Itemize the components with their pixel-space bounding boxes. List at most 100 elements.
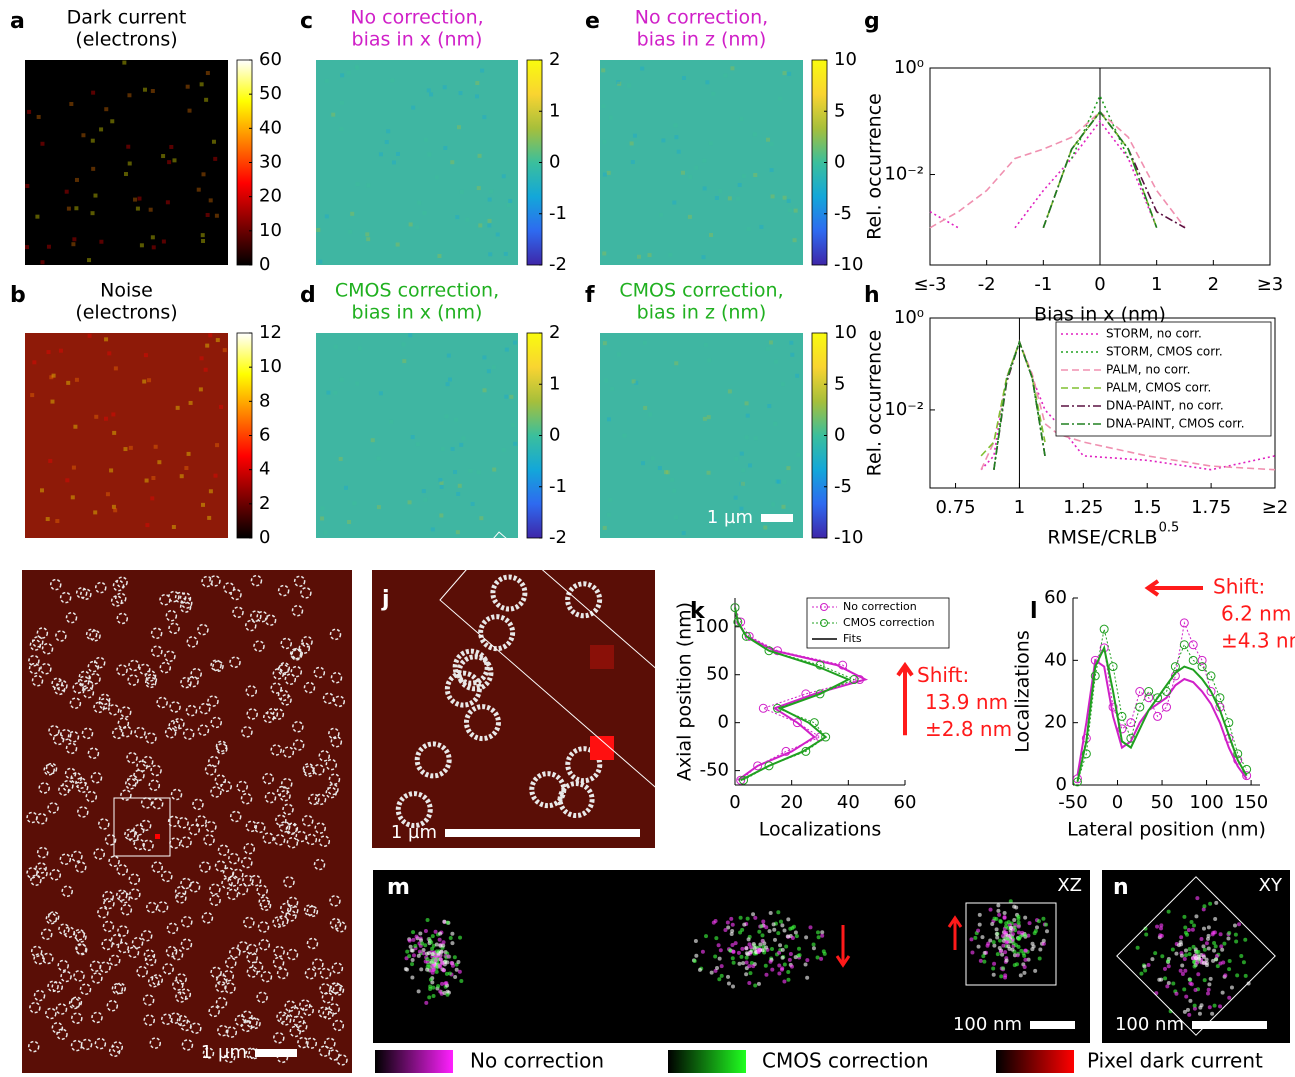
heatmap-pixel — [648, 253, 652, 257]
localization — [1194, 988, 1198, 992]
localization — [442, 920, 446, 924]
heatmap-pixel — [157, 460, 161, 464]
heatmap-pixel — [427, 88, 431, 92]
heatmap-pixel — [386, 129, 390, 133]
heatmap-pixel — [379, 152, 383, 156]
localization — [1035, 925, 1039, 929]
heatmap-pixel — [411, 106, 415, 110]
colorbar-tick-label: 60 — [259, 49, 282, 70]
localization — [786, 970, 790, 974]
localization — [1223, 973, 1227, 977]
localization — [1174, 952, 1178, 956]
colorbar-tick-label: 1 — [549, 373, 560, 394]
heatmap-pixel — [674, 361, 678, 365]
localization — [1184, 931, 1188, 935]
heatmap-pixel — [55, 519, 59, 523]
localization — [1188, 999, 1192, 1003]
localization — [1213, 917, 1217, 921]
data-point — [1180, 641, 1188, 649]
heatmap-pixel — [707, 415, 711, 419]
x-axis-label: RMSE/CRLB — [1047, 527, 1157, 549]
heatmap-pixel — [796, 453, 800, 457]
heatmap-pixel — [91, 91, 95, 95]
localization — [970, 951, 974, 955]
heatmap-pixel — [728, 389, 732, 393]
heatmap-pixel — [704, 343, 708, 347]
heatmap-pixel — [479, 516, 483, 520]
heatmap-pixel — [513, 341, 517, 345]
colorbar-tick-label: -1 — [549, 203, 567, 224]
localization — [1153, 951, 1157, 955]
heatmap-pixel — [787, 72, 791, 76]
heatmap-pixel — [610, 387, 614, 391]
x-tick-label: 50 — [1151, 792, 1174, 813]
heatmap-pixel — [504, 395, 508, 399]
localization — [1200, 1003, 1204, 1007]
heatmap-pixel — [204, 368, 208, 372]
heatmap-pixel — [353, 501, 357, 505]
localization — [438, 938, 442, 942]
localization — [1203, 948, 1207, 952]
localization — [768, 929, 772, 933]
heatmap-pixel — [616, 80, 620, 84]
figure: Dark current(electrons)0102030405060aNoi… — [0, 0, 1295, 1073]
heatmap-pixel — [390, 78, 394, 82]
heatmap-pixel — [502, 448, 506, 452]
localization — [426, 918, 430, 922]
localization — [746, 952, 750, 956]
localization — [777, 971, 781, 975]
data-point — [759, 704, 767, 712]
heatmap-pixel — [123, 447, 127, 451]
heatmap-pixel — [455, 215, 459, 219]
localization — [1226, 937, 1230, 941]
heatmap-pixel — [738, 183, 742, 187]
localization — [1208, 902, 1212, 906]
localization — [747, 981, 751, 985]
heatmap-pixel — [441, 447, 445, 451]
heatmap-pixel — [81, 133, 85, 137]
localization — [1203, 978, 1207, 982]
localization — [996, 909, 1000, 913]
heatmap-pixel — [37, 115, 41, 119]
localization — [694, 939, 698, 943]
heatmap-pixel — [40, 142, 44, 146]
localization — [1163, 976, 1167, 980]
scale-bar-label: 100 nm — [1115, 1014, 1184, 1035]
heatmap-pixel — [603, 526, 607, 530]
localization — [1165, 984, 1169, 988]
heatmap-pixel — [366, 183, 370, 187]
heatmap-pixel — [748, 463, 752, 467]
heatmap-pixel — [771, 502, 775, 506]
panel-title: No correction, — [635, 7, 768, 29]
localization — [1013, 925, 1017, 929]
localization — [447, 954, 451, 958]
colorbar-tick-label: 30 — [259, 152, 282, 173]
localization — [992, 917, 996, 921]
heatmap-pixel — [99, 240, 103, 244]
heatmap-pixel — [344, 486, 348, 490]
localization — [816, 955, 820, 959]
colorbar-tick-label: 50 — [259, 83, 282, 104]
heatmap-pixel — [136, 207, 140, 211]
localization — [1187, 1013, 1191, 1017]
localization — [717, 943, 721, 947]
localization — [1181, 972, 1185, 976]
heatmap-pixel — [487, 369, 491, 373]
heatmap-pixel — [603, 341, 607, 345]
panel-letter: g — [864, 9, 880, 34]
localization — [995, 932, 999, 936]
heatmap-pixel — [188, 109, 192, 113]
heatmap-pixel — [109, 468, 113, 472]
data-point — [1207, 672, 1215, 680]
legend-label: PALM, CMOS corr. — [1106, 381, 1211, 395]
data-point — [810, 719, 818, 727]
corner-label: XZ — [1057, 875, 1082, 896]
localization — [1038, 947, 1042, 951]
x-tick-label: 0 — [1094, 274, 1105, 295]
localization — [1242, 960, 1246, 964]
heatmap-pixel — [637, 255, 641, 259]
localization — [816, 930, 820, 934]
panel-letter: i — [8, 587, 16, 612]
heatmap-pixel — [471, 502, 475, 506]
heatmap-pixel — [75, 178, 79, 182]
